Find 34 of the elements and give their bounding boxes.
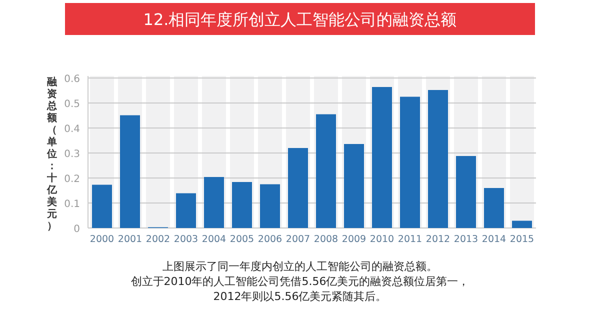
x-tick-label: 2010 [370, 234, 394, 245]
y-tick-label: 0.5 [64, 99, 80, 110]
y-tick-label: 0.6 [64, 74, 80, 85]
bar [176, 193, 196, 228]
x-tick-label: 2012 [426, 234, 450, 245]
x-tick-label: 2008 [314, 234, 338, 245]
bar [484, 188, 504, 228]
text: 融资总额（单位：十亿美元） [47, 77, 57, 232]
text: 创立于2010年的人工智能公司凭借5.56亿美元的融资总额位居第一， [130, 275, 470, 288]
x-tick-label: 2013 [454, 234, 478, 245]
x-tick-label: 2000 [90, 234, 114, 245]
y-tick-label: 0.3 [64, 149, 80, 160]
y-tick-label: 0.4 [64, 124, 80, 135]
x-tick-label: 2005 [230, 234, 254, 245]
x-tick-label: 2006 [258, 234, 282, 245]
text: 2012年则以5.56亿美元紧随其后。 [213, 290, 387, 303]
x-tick-label: 2007 [286, 234, 310, 245]
text: 上图展示了同一年度内创立的人工智能公司的融资总额。 [162, 260, 438, 273]
x-tick-label: 2002 [146, 234, 170, 245]
x-tick-label: 2011 [398, 234, 422, 245]
x-tick-label: 2004 [202, 234, 226, 245]
bar [92, 184, 112, 228]
x-tick-label: 2009 [342, 234, 366, 245]
x-tick-label: 2014 [482, 234, 506, 245]
y-tick-label: 0 [74, 224, 80, 235]
chart-title: 12.相同年度所创立人工智能公司的融资总额 [143, 10, 457, 29]
x-tick-label: 2001 [118, 234, 142, 245]
x-tick-label: 2015 [510, 234, 534, 245]
y-tick-label: 0.2 [64, 174, 80, 185]
x-tick-label: 2003 [174, 234, 198, 245]
bar [260, 184, 280, 228]
y-tick-label: 0.1 [64, 199, 80, 210]
bar [512, 220, 532, 228]
bar [232, 182, 252, 228]
